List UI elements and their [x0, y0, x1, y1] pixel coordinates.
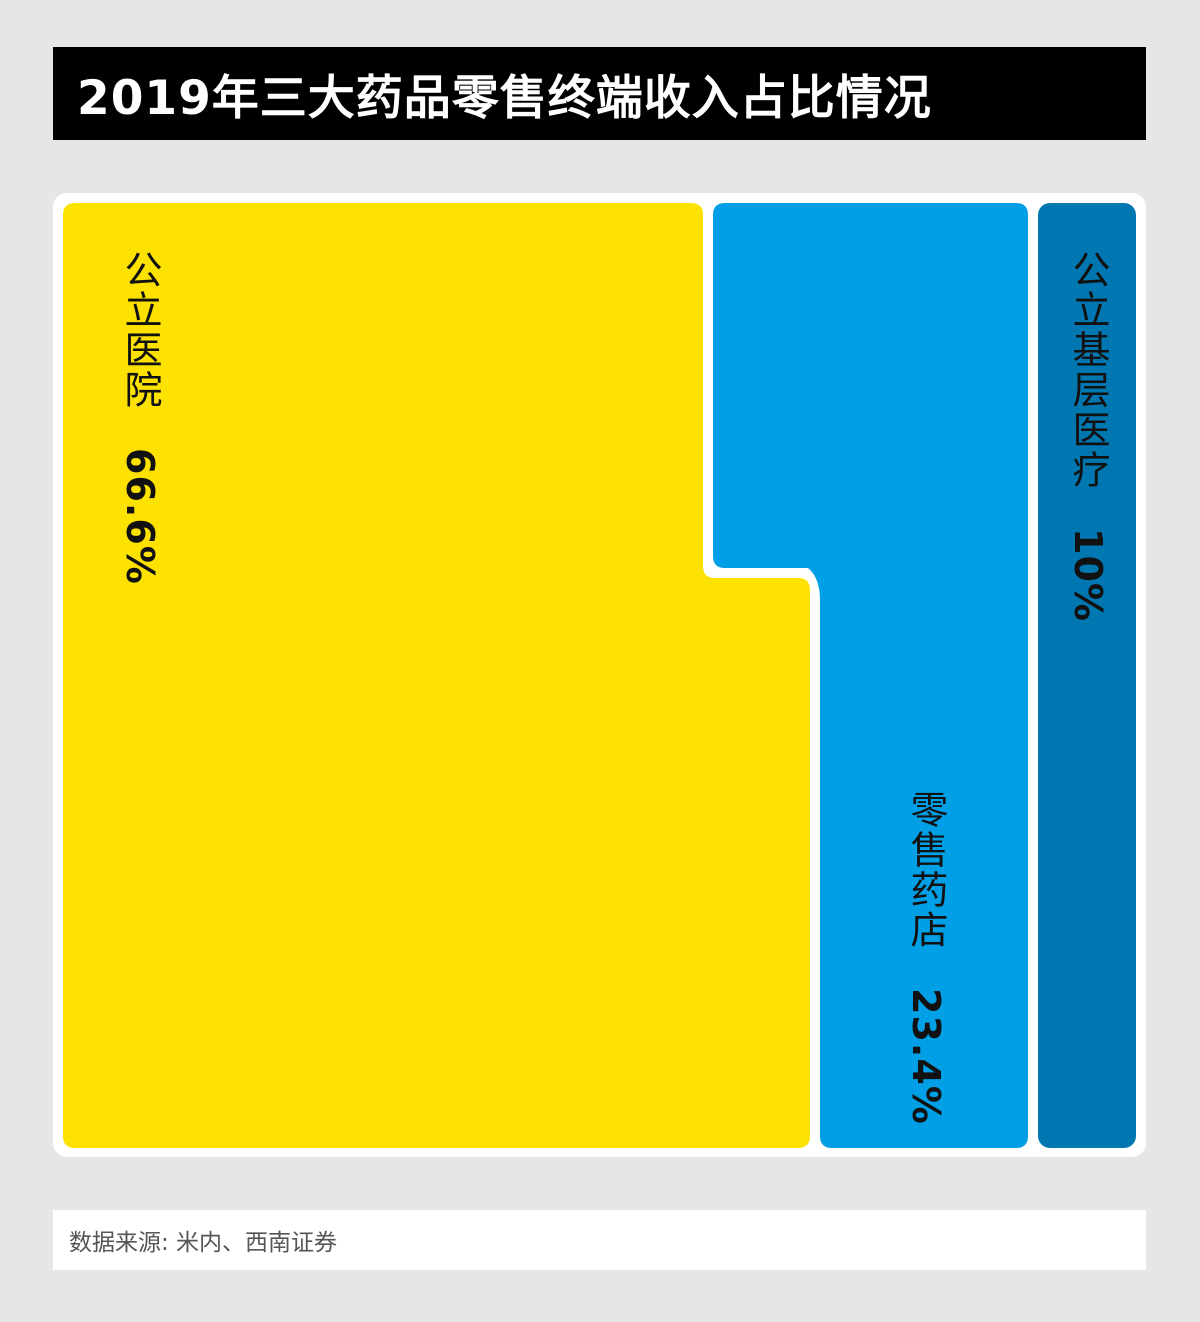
segment-label-hospital: 公立医院 66.6%: [118, 250, 162, 585]
chart-frame: [53, 193, 1146, 1157]
segment-label-primary: 公立基层医疗 10%: [1066, 250, 1110, 623]
chart-title: 2019年三大药品零售终端收入占比情况: [53, 47, 1146, 140]
segment-value-primary: 10%: [1066, 528, 1110, 623]
segment-label-retail: 零售药店 23.4%: [904, 790, 948, 1125]
segment-name-hospital: 公立医院: [118, 250, 162, 410]
segment-name-primary: 公立基层医疗: [1066, 250, 1110, 490]
segment-value-retail: 23.4%: [904, 988, 948, 1125]
segment-value-hospital: 66.6%: [118, 448, 162, 585]
treemap-segment-primary: [1038, 203, 1136, 1148]
source-note: 数据来源: 米内、西南证券: [53, 1210, 1146, 1270]
treemap-segment-retail: [713, 203, 1028, 1148]
treemap-segment-hospital: [63, 203, 810, 1148]
treemap-chart: [63, 203, 1136, 1148]
segment-name-retail: 零售药店: [904, 790, 948, 950]
